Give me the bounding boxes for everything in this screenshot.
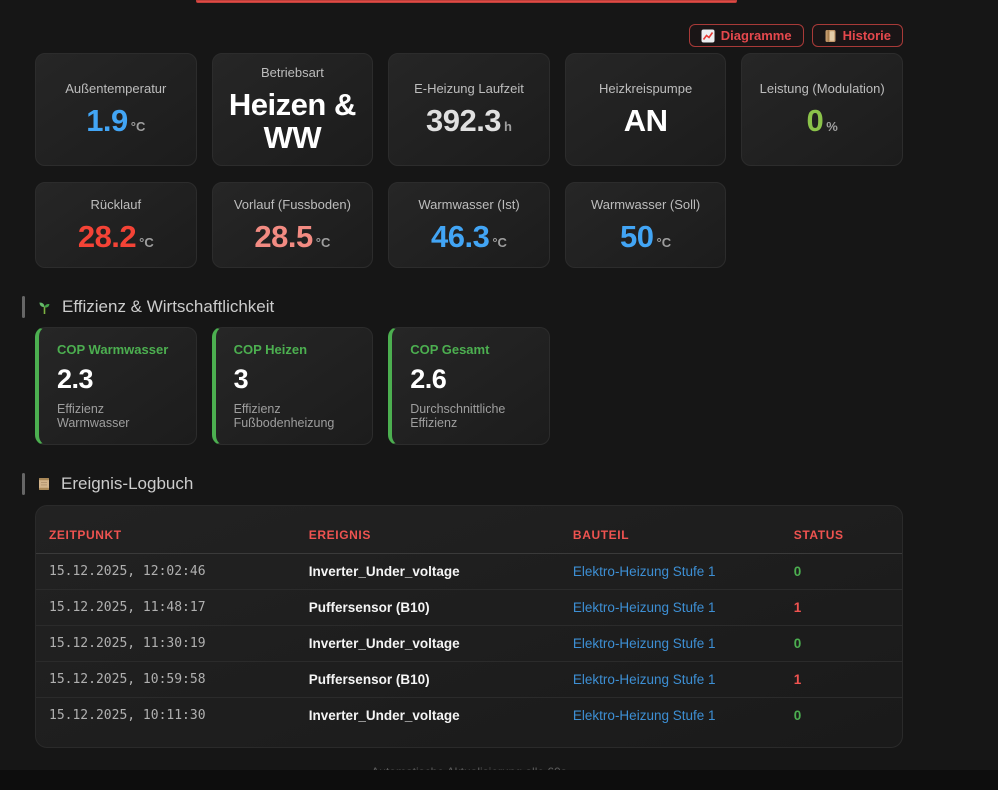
efficiency-section-title: Effizienz & Wirtschaftlichkeit [62,297,275,316]
event-log-panel: ZEITPUNKT EREIGNIS BAUTEIL STATUS 15.12.… [35,505,903,748]
cop-title: COP Heizen [233,342,308,357]
stat-card-aussentemperatur: Außentemperatur 1.9 °C [35,53,197,166]
stat-card-warmwasser-ist: Warmwasser (Ist) 46.3 °C [388,182,550,268]
table-row: 15.12.2025, 11:48:17 Puffersensor (B10) … [36,589,902,626]
stat-value: AN [623,103,668,139]
stat-card-heizkreispumpe: Heizkreispumpe AN [564,53,727,166]
cop-value: 2.6 [410,364,447,394]
cop-cards: COP Warmwasser 2.3 Effizienz Warmwasser … [35,327,903,445]
stat-value: 392.3 h [425,103,512,139]
seedling-icon [36,299,53,316]
event-time: 15.12.2025, 11:48:17 [36,589,296,626]
diagramme-button-label: Diagramme [720,28,792,43]
stat-unit: °C [130,119,146,135]
stat-value: 1.9 °C [86,103,146,139]
stat-label: Heizkreispumpe [598,81,693,97]
stat-label: Betriebsart [260,64,324,80]
column-header-zeitpunkt: ZEITPUNKT [36,516,296,554]
cop-card-warmwasser: COP Warmwasser 2.3 Effizienz Warmwasser [35,327,197,445]
stat-label: E-Heizung Laufzeit [414,81,524,97]
event-name: Inverter_Under_voltage [308,708,460,723]
event-status: 0 [793,708,802,723]
header-actions: Diagramme Historie [35,0,903,47]
event-time: 15.12.2025, 10:59:58 [36,661,296,698]
cop-card-heizen: COP Heizen 3 Effizienz Fußbodenheizung [211,327,374,445]
chart-increasing-icon [701,29,715,43]
table-row: 15.12.2025, 11:30:19 Inverter_Under_volt… [36,625,902,662]
stat-card-ruecklauf: Rücklauf 28.2 °C [35,182,197,268]
event-status: 1 [780,589,902,626]
event-status: 1 [780,661,902,698]
event-name: Puffersensor (B10) [295,661,560,698]
stat-card-betriebsart: Betriebsart Heizen & WW [211,53,374,166]
event-name: Inverter_Under_voltage [295,553,560,590]
event-status: 0 [780,553,902,590]
book-icon [824,29,837,43]
bottom-background-strip [0,770,998,790]
stat-card-vorlauf-fussboden: Vorlauf (Fussboden) 28.5 °C [211,182,374,268]
stat-card-eheizung-laufzeit: E-Heizung Laufzeit 392.3 h [388,53,550,166]
table-row: 15.12.2025, 12:02:46 Inverter_Under_volt… [36,553,902,590]
column-header-bauteil: BAUTEIL [559,516,781,554]
stat-value: 28.2 °C [77,218,154,254]
cop-subtitle: Effizienz Warmwasser [57,402,130,430]
page-title-underline [196,0,737,3]
stat-unit: % [826,119,838,135]
cop-subtitle: Durchschnittliche Effizienz [410,402,506,430]
stat-label: Warmwasser (Soll) [590,196,701,212]
cop-subtitle: Effizienz Fußbodenheizung [233,402,335,430]
table-row: 15.12.2025, 10:11:30 Inverter_Under_volt… [36,698,902,734]
event-name: Puffersensor (B10) [295,589,560,626]
event-time: 15.12.2025, 11:30:19 [36,625,296,662]
table-header-row: ZEITPUNKT EREIGNIS BAUTEIL STATUS [36,516,902,554]
stat-card-warmwasser-soll: Warmwasser (Soll) 50 °C [564,182,727,268]
cop-value: 3 [233,364,249,394]
stat-label: Außentemperatur [65,81,167,97]
stat-value: 28.5 °C [254,218,331,254]
stat-value: 46.3 °C [431,218,507,254]
stat-value: Heizen & WW [228,86,356,155]
stat-label: Rücklauf [90,196,142,212]
event-part-link[interactable]: Elektro-Heizung Stufe 1 [572,708,716,723]
stat-unit: °C [315,234,331,250]
historie-button-label: Historie [842,28,891,43]
table-row: 15.12.2025, 10:59:58 Puffersensor (B10) … [36,661,902,698]
stat-value: 50 °C [620,218,672,254]
diagramme-button[interactable]: Diagramme [688,24,804,47]
stat-card-leistung-modulation: Leistung (Modulation) 0% [741,53,903,166]
section-accent-bar [22,473,25,495]
stat-label: Vorlauf (Fussboden) [233,196,351,212]
stat-unit: h [504,119,512,135]
cop-value: 2.3 [57,364,94,394]
event-name: Inverter_Under_voltage [295,625,560,662]
historie-button[interactable]: Historie [811,24,903,47]
efficiency-section-header: Effizienz & Wirtschaftlichkeit [22,296,903,318]
event-time: 15.12.2025, 10:11:30 [49,708,206,723]
event-part-link[interactable]: Elektro-Heizung Stufe 1 [559,589,781,626]
log-section-title: Ereignis-Logbuch [61,474,194,493]
event-status: 0 [780,625,902,662]
scroll-icon [36,476,52,492]
stat-label: Warmwasser (Ist) [418,196,520,212]
cop-title: COP Gesamt [410,342,490,357]
event-part-link[interactable]: Elektro-Heizung Stufe 1 [559,553,781,590]
event-time: 15.12.2025, 12:02:46 [36,553,296,590]
section-accent-bar [22,296,25,318]
event-log-table: ZEITPUNKT EREIGNIS BAUTEIL STATUS 15.12.… [36,516,902,733]
stat-cards-row-2: Rücklauf 28.2 °C Vorlauf (Fussboden) 28.5… [35,182,903,268]
cop-card-gesamt: COP Gesamt 2.6 Durchschnittliche Effizie… [388,327,550,445]
log-section-header: Ereignis-Logbuch [22,473,903,495]
stat-unit: °C [656,234,672,250]
stat-label: Leistung (Modulation) [759,81,885,97]
stat-unit: °C [492,234,507,250]
event-part-link[interactable]: Elektro-Heizung Stufe 1 [559,625,781,662]
column-header-ereignis: EREIGNIS [295,516,560,554]
cop-title: COP Warmwasser [57,342,169,357]
column-header-status: STATUS [780,516,902,554]
stat-value: 0% [806,103,838,139]
stat-unit: °C [139,234,154,250]
event-part-link[interactable]: Elektro-Heizung Stufe 1 [559,661,781,698]
stat-cards-row-1: Außentemperatur 1.9 °C Betriebsart Heizen… [35,53,903,166]
